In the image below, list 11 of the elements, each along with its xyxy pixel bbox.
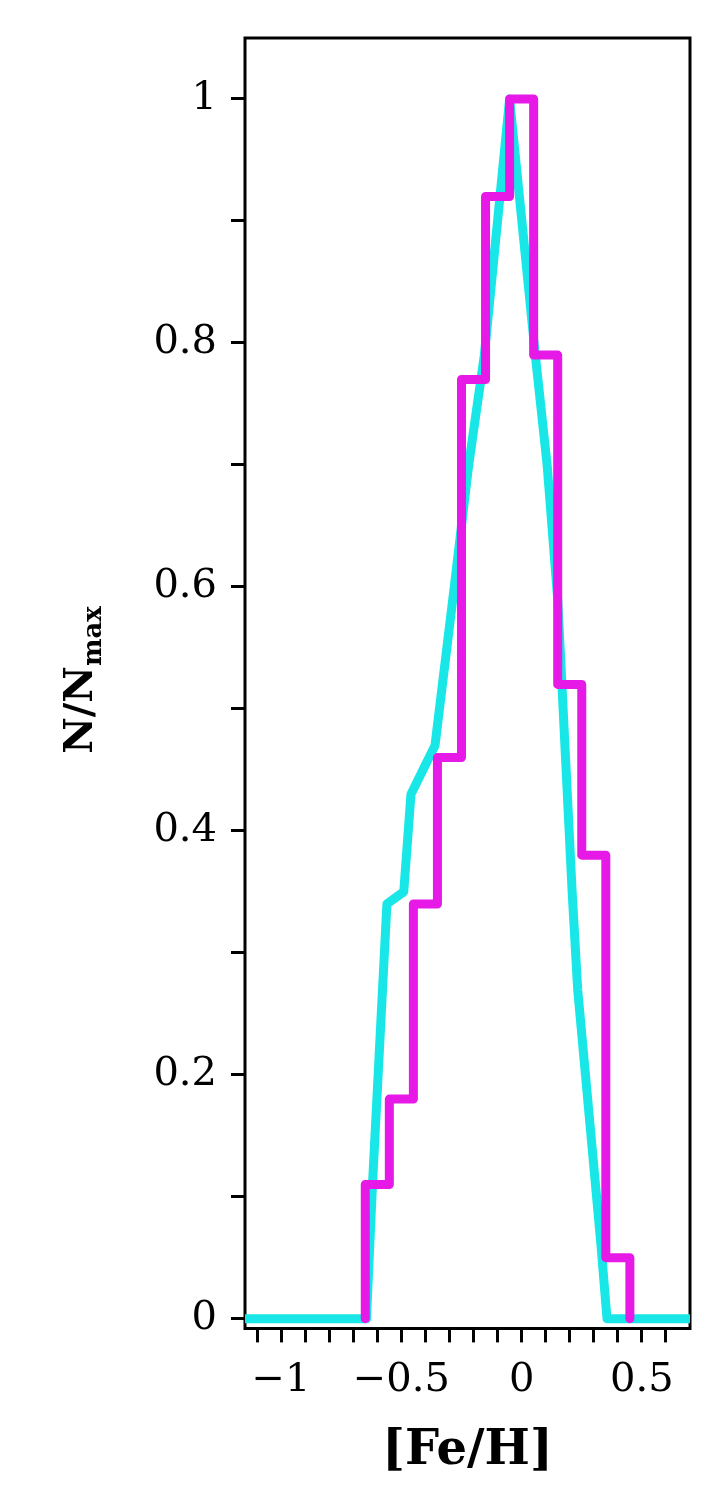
y-tick-label: 1 (191, 72, 217, 119)
y-tick-label: 0.4 (153, 804, 217, 851)
x-tick-label: −1 (251, 1353, 311, 1400)
y-tick-label: 0 (191, 1292, 217, 1339)
x-tick-label: 0 (508, 1353, 535, 1400)
y-tick-label: 0.6 (153, 560, 217, 607)
x-axis-title: [Fe/H] (382, 1418, 553, 1475)
x-tick-label: 0.5 (610, 1353, 674, 1400)
x-tick-label: −0.5 (352, 1353, 450, 1400)
y-tick-label: 0.2 (153, 1048, 217, 1095)
y-tick-label: 0.8 (153, 316, 217, 363)
